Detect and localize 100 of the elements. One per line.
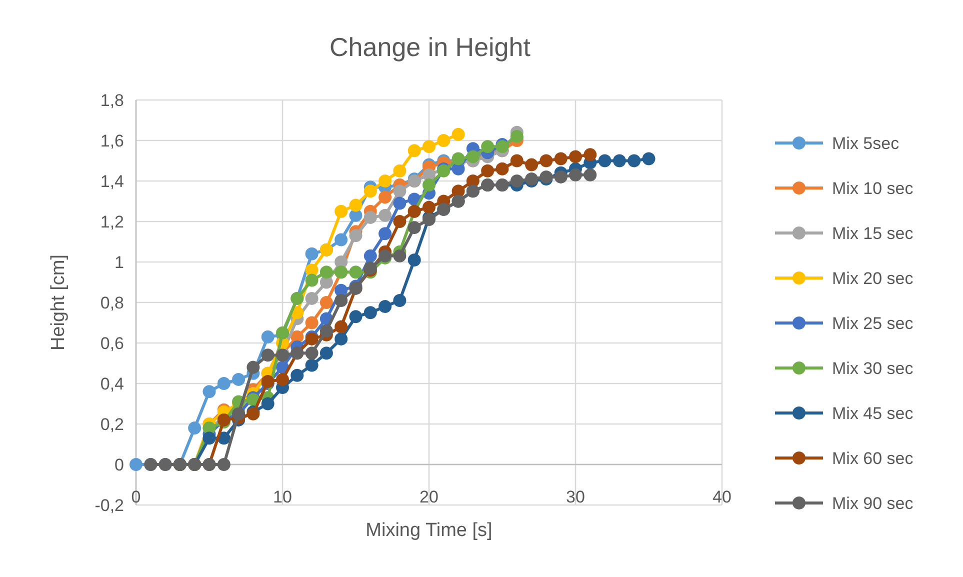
point — [496, 162, 509, 176]
point — [261, 330, 274, 344]
point — [334, 320, 348, 334]
point — [481, 140, 494, 154]
x-axis-title: Mixing Time [s] — [366, 520, 492, 541]
point — [334, 332, 348, 346]
point — [334, 294, 348, 307]
point — [202, 385, 216, 398]
point — [642, 152, 656, 166]
point — [290, 368, 304, 382]
point — [334, 204, 348, 218]
y-tick-label: 0 — [114, 455, 124, 474]
point — [378, 208, 392, 222]
point — [525, 172, 538, 186]
y-tick-label: 0,4 — [100, 374, 124, 394]
point — [437, 134, 450, 147]
y-tick-label: 1,4 — [100, 172, 124, 191]
y-tick-label: 0,6 — [100, 334, 124, 353]
point — [364, 210, 377, 224]
point — [378, 300, 392, 314]
y-tick-label: 1,6 — [100, 131, 124, 150]
point — [320, 296, 333, 309]
point — [481, 164, 494, 178]
point — [305, 247, 318, 260]
point — [378, 227, 392, 240]
point — [305, 346, 318, 360]
legend-label: Mix 25 sec — [832, 314, 914, 333]
point — [510, 174, 524, 188]
point — [320, 266, 333, 279]
x-tick-label: 40 — [712, 488, 732, 506]
point — [569, 168, 582, 182]
point — [422, 140, 436, 154]
point — [188, 422, 202, 435]
point — [202, 432, 216, 445]
point — [305, 358, 318, 372]
legend-label: Mix 5sec — [832, 134, 900, 153]
point — [217, 458, 230, 471]
x-tick-label: 30 — [566, 488, 585, 506]
point — [393, 215, 406, 228]
point — [364, 249, 377, 262]
point — [525, 158, 538, 172]
point — [393, 164, 406, 178]
point — [408, 144, 421, 158]
point — [628, 154, 641, 168]
point — [393, 184, 406, 198]
legend-label: Mix 45 sec — [832, 404, 914, 423]
point — [378, 174, 392, 188]
point — [305, 316, 318, 330]
point — [349, 198, 362, 212]
x-tick-label: 10 — [273, 488, 292, 506]
point — [334, 233, 348, 246]
point — [261, 397, 274, 410]
chart-title: Change in Height — [330, 32, 532, 62]
point — [130, 458, 142, 471]
legend-label: Mix 15 sec — [832, 224, 914, 243]
point — [320, 324, 333, 338]
point — [422, 178, 436, 192]
point — [232, 372, 246, 386]
point — [349, 310, 362, 324]
point — [584, 148, 597, 162]
point — [261, 374, 274, 388]
point — [305, 274, 318, 287]
x-tick-label: 0 — [131, 488, 141, 506]
point — [598, 154, 612, 168]
point — [569, 150, 582, 164]
y-tick-label: 0,8 — [100, 293, 124, 312]
point — [408, 253, 421, 266]
point — [584, 168, 597, 182]
legend-label: Mix 20 sec — [832, 268, 914, 288]
point — [276, 372, 289, 386]
point — [349, 229, 362, 242]
point — [408, 221, 421, 234]
y-axis-title: Height [cm] — [48, 254, 69, 351]
point — [364, 184, 377, 198]
point — [612, 154, 626, 168]
point — [305, 292, 318, 305]
legend-label: Mix 60 sec — [832, 448, 914, 468]
point — [320, 346, 333, 360]
point — [452, 128, 465, 141]
y-tick-label: 1 — [114, 252, 124, 272]
point — [393, 249, 406, 262]
legend-label: Mix 90 sec — [832, 494, 914, 513]
point — [261, 348, 274, 362]
legend-label: Mix 10 sec — [832, 178, 914, 198]
point — [349, 266, 362, 279]
point — [540, 154, 553, 168]
point — [217, 377, 230, 390]
point — [393, 196, 406, 210]
legend-label: Mix 30 sec — [832, 358, 914, 378]
y-tick-label: -0,2 — [94, 496, 124, 515]
point — [393, 294, 406, 307]
point — [364, 306, 377, 320]
point — [246, 360, 260, 374]
point — [554, 170, 568, 184]
y-tick-label: 0,2 — [100, 414, 124, 434]
point — [378, 190, 392, 204]
x-tick-label: 20 — [420, 488, 438, 506]
y-tick-label: 1,2 — [100, 212, 124, 232]
point — [554, 152, 568, 166]
point — [510, 154, 524, 168]
